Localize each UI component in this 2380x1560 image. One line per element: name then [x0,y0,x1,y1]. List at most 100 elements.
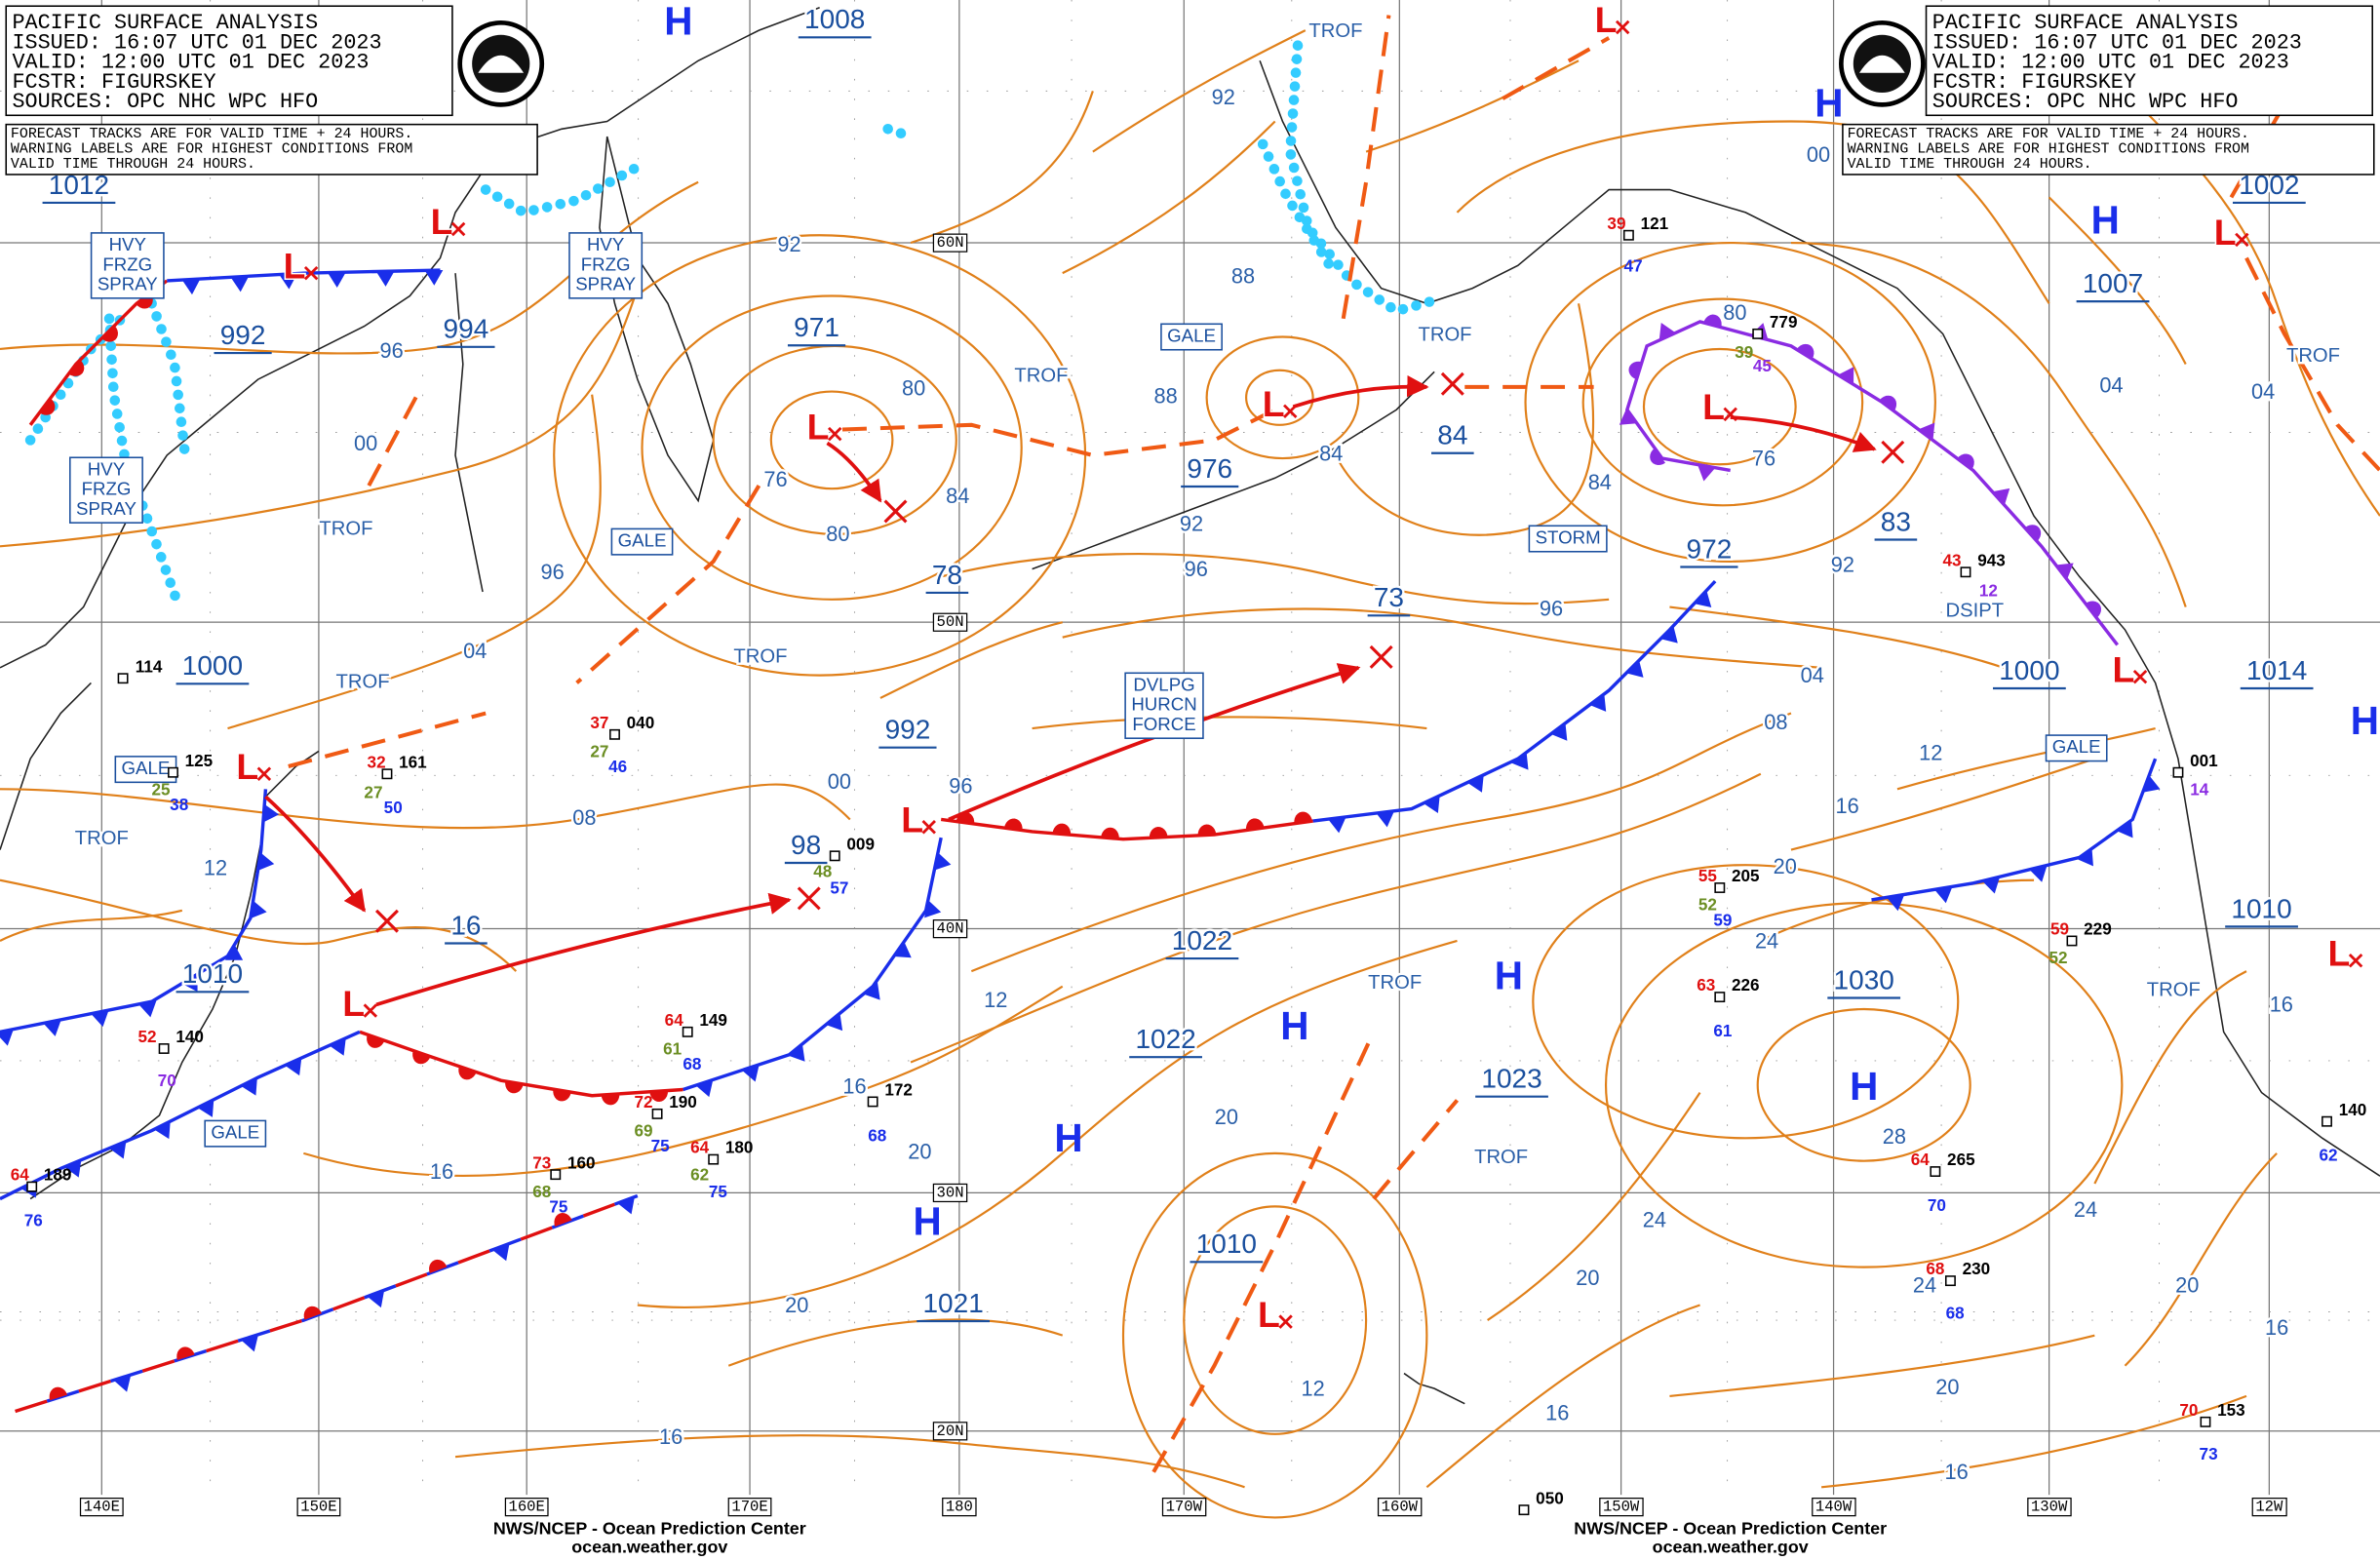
station-value: 68 [1946,1304,1965,1322]
track-x [883,499,908,524]
note-line: VALID TIME THROUGH 24 HOURS. [1848,157,2092,173]
ice-edge-dot [24,435,36,446]
isobar [1669,1334,2095,1397]
isobar [1334,303,1595,536]
trough [1341,15,1391,320]
isobar [454,1434,1245,1489]
front-triangle [1423,795,1440,814]
front-triangle [328,272,346,288]
isobar-label: 00 [828,769,851,794]
warning-label: SPRAY [575,274,636,294]
warning-label: FRZG [82,479,132,499]
station-value: 37 [590,714,608,732]
isobar-label: 92 [1831,552,1854,576]
ice-edge-dot [528,205,539,215]
warning-label: HVY [88,458,126,479]
station-value: 62 [2320,1147,2338,1165]
isobar-label: 16 [1545,1400,1569,1424]
front-triangle [492,1243,510,1262]
isobar [641,294,1023,601]
low-center: L [431,201,453,242]
front-triangle [0,1029,14,1046]
front-semicircle [554,1213,572,1228]
longitude-label: 150E [300,1499,336,1516]
isobar [227,394,602,730]
station-value: 153 [2217,1401,2245,1420]
header-line: VALID: 12:00 UTC 01 DEC 2023 [12,51,369,75]
trough [1502,36,1611,100]
front-triangle [285,1058,302,1076]
isobar-label: 20 [1774,854,1797,878]
header-line: ISSUED: 16:07 UTC 01 DEC 2023 [12,30,381,55]
cold-front [1312,579,1717,823]
low-center: L [807,406,830,447]
isobar [1205,335,1360,460]
isobar-label: 24 [2074,1197,2097,1222]
low-center: L [1263,383,1285,424]
longitude-label-box [1599,1498,1644,1517]
front-triangle [279,273,297,290]
longitude-label: 160W [1382,1499,1419,1516]
station-value: 70 [2179,1401,2198,1420]
isobar-label: 04 [463,639,487,663]
station-symbol [829,850,840,862]
station-value: 190 [669,1093,697,1112]
isobar [1365,59,1580,153]
isobar [910,772,1762,1064]
central-pressure: 1010 [1196,1228,1257,1259]
station-symbol [1752,328,1764,339]
station-value: 70 [1928,1196,1946,1215]
ice-edge-dot [628,163,640,175]
front-semicircle [553,1089,571,1102]
longitude-label-box [1377,1498,1423,1517]
front-triangle [424,269,444,286]
warning-label: GALE [211,1122,259,1143]
front-triangle [863,982,880,1000]
front-triangle [241,1334,258,1352]
station-symbol [2172,766,2184,778]
station-value: 27 [364,784,382,802]
trough [288,711,487,768]
warning-label: DVLPG [1133,674,1194,694]
front-triangle [1589,693,1607,712]
ice-edge-dot [175,403,185,414]
forecast-track [1292,375,1429,409]
front-triangle [154,1121,171,1140]
footer-line: ocean.weather.gov [571,1537,727,1556]
station-value: 25 [151,780,171,799]
ice-edge-dot [146,526,158,537]
front-semicircle [176,1346,195,1360]
longitude-label: 150W [1603,1499,1640,1516]
central-pressure: 73 [1374,582,1404,612]
front-semicircle [367,1034,385,1048]
front-triangle [1328,816,1346,834]
ice-edge-dot [156,324,167,334]
central-pressure: 1008 [804,4,865,34]
ice-edge-dot [107,381,119,393]
isobar-label: 04 [2099,373,2123,398]
note-line: WARNING LABELS ARE FOR HIGHEST CONDITION… [11,141,412,157]
isobar [940,553,1610,605]
ice-edge-dot [165,577,176,588]
front-triangle [43,1019,61,1036]
cold-front [167,268,441,283]
ice-edge-dot [580,189,592,201]
station-value: 114 [136,657,163,676]
ice-edge-dot [170,362,180,373]
ice-edge-dot [1287,200,1298,212]
station-value: 70 [158,1072,176,1090]
ice-edge-dot [605,176,615,188]
isobar [970,712,1792,973]
isobar-label: 20 [2175,1273,2199,1298]
isobar [1092,29,1307,153]
station-value: 265 [1947,1150,1975,1169]
forecast-track [264,795,367,913]
longitude-label-box [1812,1498,1856,1517]
trough [1372,1099,1460,1200]
isobar [2124,1152,2278,1367]
isobar-label: 24 [1643,1208,1666,1232]
front-triangle [367,1290,385,1308]
front-semicircle [1703,314,1722,328]
ice-edge-dot [1411,300,1422,311]
